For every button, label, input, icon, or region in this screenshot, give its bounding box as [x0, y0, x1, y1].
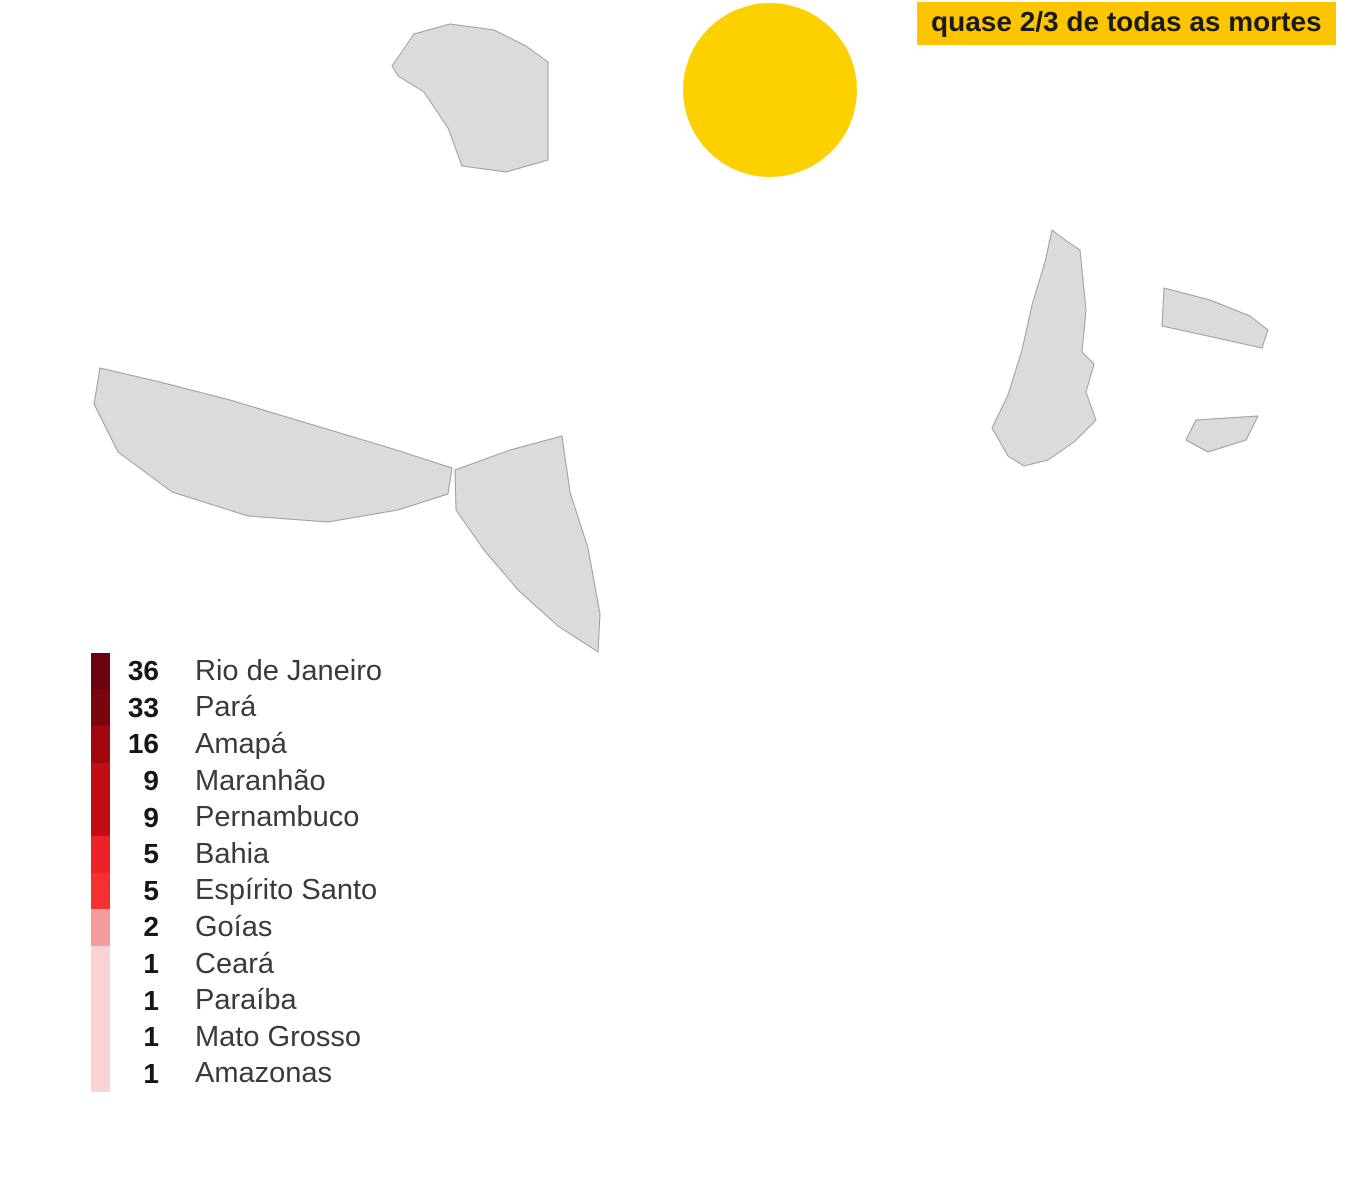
legend-label: Amapá [195, 727, 287, 760]
legend-color-swatch [91, 799, 110, 836]
legend-item: 16 Amapá [91, 726, 382, 763]
legend-item: 2 Goías [91, 909, 382, 946]
annotation-badge: quase 2/3 de todas as mortes [917, 2, 1336, 45]
state-RO [454, 435, 601, 653]
legend-item: 36 Rio de Janeiro [91, 653, 382, 690]
legend-item: 1 Amazonas [91, 1055, 382, 1093]
legend-item: 33 Pará [91, 689, 382, 727]
legend-value: 2 [143, 911, 159, 943]
legend-color-swatch [91, 1055, 110, 1093]
legend-value: 36 [127, 655, 159, 687]
state-PI [991, 229, 1097, 467]
legend: 36 Rio de Janeiro 33 Pará 16 Amapá 9 Mar… [91, 653, 382, 1093]
legend-color-swatch [91, 653, 110, 690]
legend-item: 5 Bahia [91, 835, 382, 873]
legend-label: Pará [195, 691, 257, 724]
legend-label: Mato Grosso [195, 1020, 361, 1053]
legend-value: 1 [143, 948, 159, 980]
legend-item: 9 Maranhão [91, 762, 382, 800]
legend-color-swatch [91, 835, 110, 873]
legend-color-swatch [91, 1018, 110, 1056]
legend-item: 1 Ceará [91, 945, 382, 983]
state-AC [93, 367, 453, 523]
legend-label: Pernambuco [195, 801, 360, 834]
legend-label: Goías [195, 910, 273, 943]
legend-value: 1 [143, 1057, 159, 1089]
legend-item: 5 Espírito Santo [91, 872, 382, 910]
legend-color-swatch [91, 945, 110, 983]
legend-value: 9 [143, 765, 159, 797]
legend-color-swatch [91, 982, 110, 1019]
legend-value: 1 [143, 1021, 159, 1053]
legend-color-swatch [91, 909, 110, 946]
state-AL [1185, 415, 1259, 453]
legend-label: Paraíba [195, 984, 297, 1017]
legend-value: 1 [143, 984, 159, 1016]
legend-label: Ceará [195, 947, 274, 980]
legend-color-swatch [91, 762, 110, 800]
legend-item: 1 Paraíba [91, 982, 382, 1019]
legend-color-swatch [91, 726, 110, 763]
legend-label: Bahia [195, 837, 270, 870]
legend-item: 9 Pernambuco [91, 799, 382, 836]
legend-label: Maranhão [195, 764, 326, 797]
legend-label: Rio de Janeiro [195, 654, 382, 687]
legend-color-swatch [91, 689, 110, 727]
legend-value: 9 [143, 801, 159, 833]
state-RN [1161, 287, 1269, 349]
legend-color-swatch [91, 872, 110, 910]
legend-value: 5 [143, 838, 159, 870]
highlight-circle-amapa [683, 3, 857, 177]
legend-value: 5 [143, 874, 159, 906]
legend-label: Espírito Santo [195, 874, 378, 907]
legend-value: 16 [127, 728, 159, 760]
legend-label: Amazonas [195, 1057, 333, 1090]
legend-item: 1 Mato Grosso [91, 1018, 382, 1056]
legend-value: 33 [127, 691, 159, 723]
state-RR [391, 23, 549, 173]
